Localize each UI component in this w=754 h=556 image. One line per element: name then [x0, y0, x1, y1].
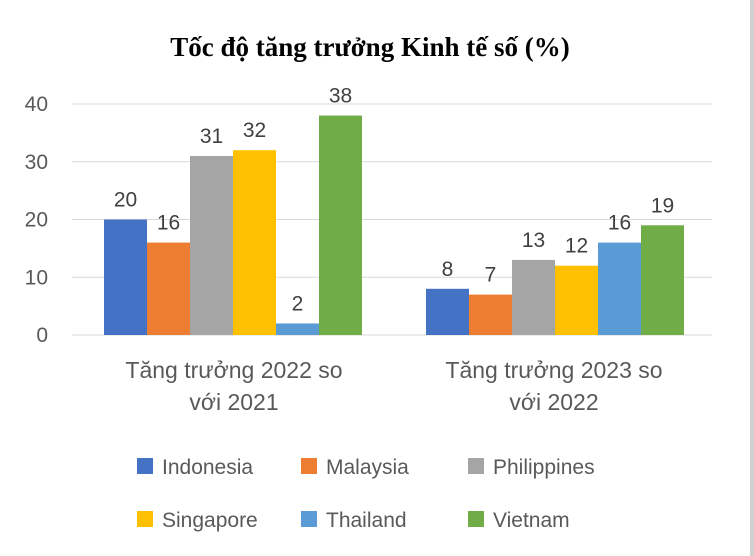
legend-swatch-malaysia [301, 458, 317, 474]
y-tick-label: 40 [25, 93, 48, 116]
data-label: 13 [522, 229, 545, 252]
bar-singapore-2 [555, 265, 598, 335]
data-labels: 20 8 16 7 31 13 32 12 2 16 38 19 [114, 85, 674, 316]
y-tick-label: 0 [36, 324, 48, 347]
y-axis-ticks: 0 10 20 30 40 [25, 93, 48, 347]
data-label: 8 [442, 258, 454, 281]
y-tick-label: 10 [25, 266, 48, 289]
category-label-line1: Tăng trưởng 2022 so [125, 357, 342, 383]
category-label-line2: với 2022 [509, 389, 598, 415]
data-label: 32 [243, 119, 266, 142]
bar-indonesia-2 [426, 288, 469, 335]
data-label: 12 [565, 235, 588, 258]
legend-swatch-vietnam [468, 511, 484, 527]
bar-philippines-2 [512, 259, 555, 335]
data-label: 16 [157, 212, 180, 235]
bar-singapore-1 [233, 150, 276, 335]
chart-title: Tốc độ tăng trưởng Kinh tế số (%) [170, 32, 569, 62]
category-labels: Tăng trưởng 2022 so với 2021 Tăng trưởng 2… [125, 357, 662, 415]
legend-label-malaysia: Malaysia [326, 456, 409, 479]
legend-swatch-singapore [137, 511, 153, 527]
data-label: 31 [200, 125, 223, 148]
bar-thailand-2 [598, 242, 641, 335]
data-label: 16 [608, 212, 631, 235]
data-label: 38 [329, 85, 352, 108]
data-label: 19 [651, 194, 674, 217]
window-edge [750, 0, 754, 556]
bar-malaysia-1 [147, 242, 190, 335]
bar-thailand-1 [276, 323, 319, 335]
legend-label-singapore: Singapore [162, 509, 258, 532]
legend-label-philippines: Philippines [493, 456, 595, 479]
data-label: 2 [292, 292, 304, 315]
bar-philippines-1 [190, 155, 233, 335]
data-label: 7 [485, 264, 497, 287]
category-label-line2: với 2021 [189, 389, 278, 415]
bar-vietnam-1 [319, 115, 362, 335]
legend-label-thailand: Thailand [326, 509, 407, 532]
y-tick-label: 30 [25, 151, 48, 174]
legend-label-indonesia: Indonesia [162, 456, 253, 479]
legend-label-vietnam: Vietnam [493, 509, 570, 532]
legend-swatch-indonesia [137, 458, 153, 474]
bar-indonesia-1 [104, 219, 147, 335]
category-label-line1: Tăng trưởng 2023 so [445, 357, 662, 383]
legend: Indonesia Malaysia Philippines Singapore Tha… [137, 456, 595, 532]
legend-swatch-thailand [301, 511, 317, 527]
bar-vietnam-2 [641, 225, 684, 335]
bar-malaysia-2 [469, 294, 512, 335]
bars [104, 115, 684, 335]
legend-swatch-philippines [468, 458, 484, 474]
data-label: 20 [114, 189, 137, 212]
y-tick-label: 20 [25, 209, 48, 232]
